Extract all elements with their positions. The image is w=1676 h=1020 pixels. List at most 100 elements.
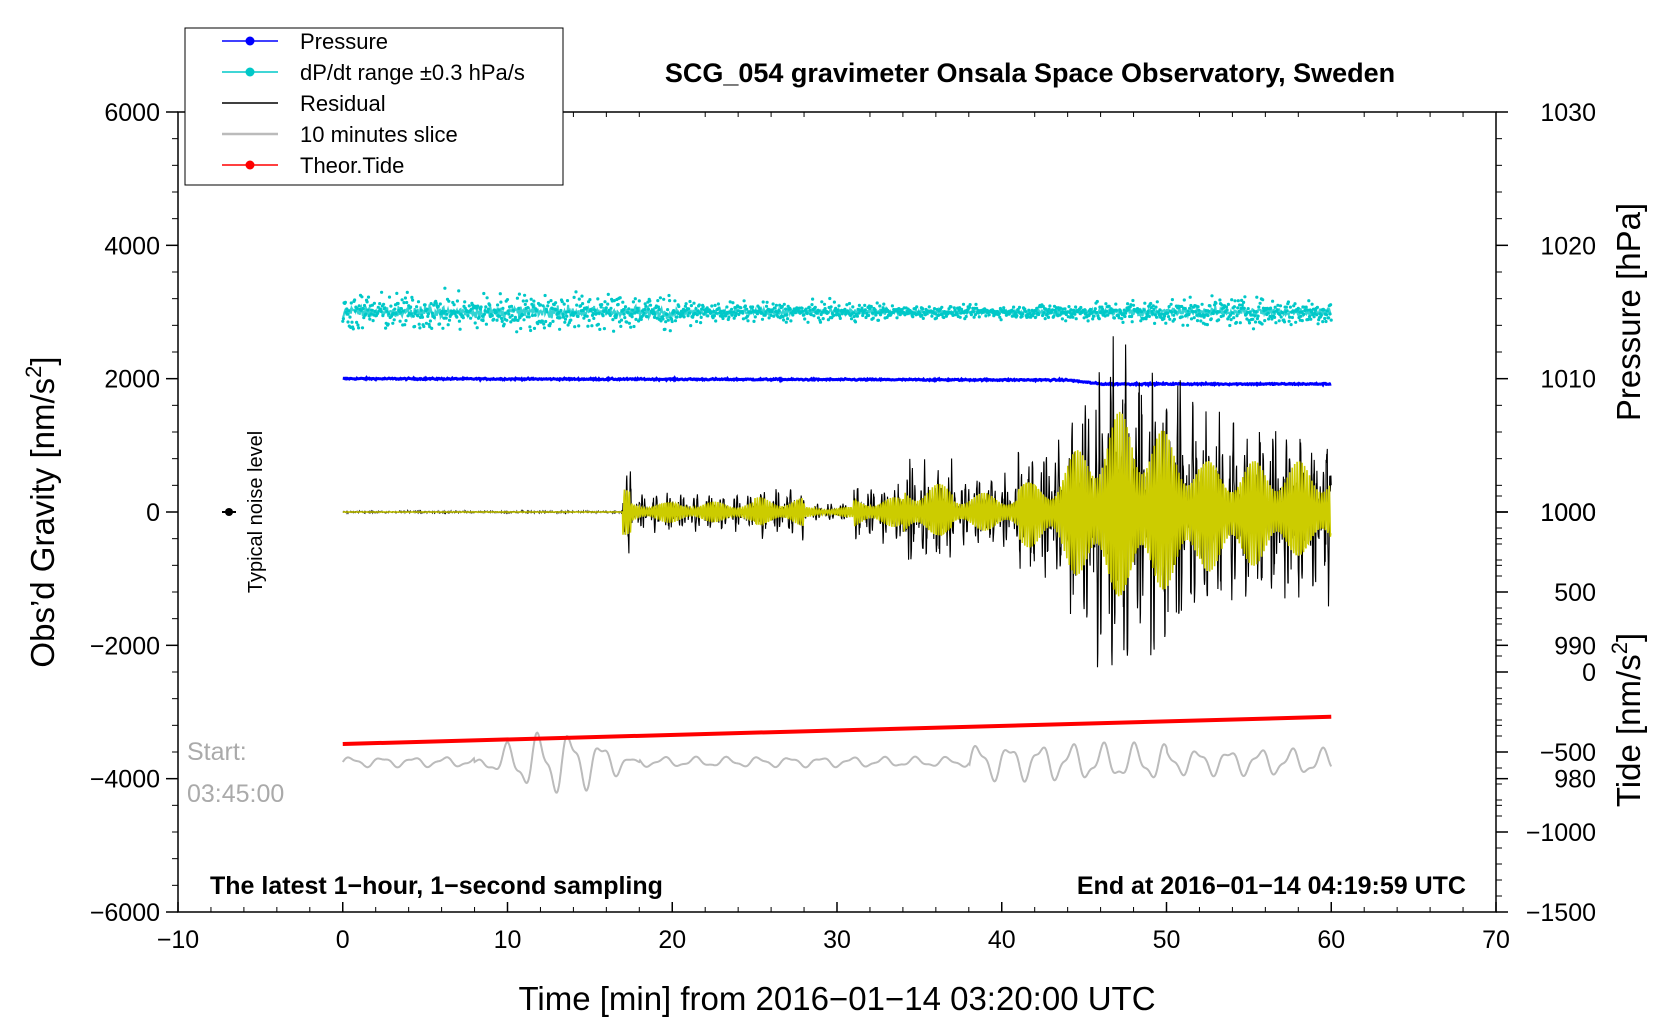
dpdt-point <box>895 316 899 320</box>
dpdt-point <box>1195 319 1200 323</box>
dpdt-point <box>967 305 972 309</box>
dpdt-point <box>541 304 545 308</box>
start-time: 03:45:00 <box>187 780 284 808</box>
dpdt-point <box>710 304 714 308</box>
dpdt-point <box>1014 311 1018 315</box>
dpdt-point <box>501 306 505 310</box>
dpdt-point <box>1214 301 1218 305</box>
dpdt-point <box>730 313 734 317</box>
dpdt-point <box>1250 313 1254 317</box>
dpdt-point <box>1329 318 1333 322</box>
dpdt-point <box>1188 295 1192 299</box>
chart-title: SCG_054 gravimeter Onsala Space Observat… <box>665 58 1395 88</box>
dpdt-point <box>481 318 485 323</box>
dpdt-point <box>806 320 810 324</box>
dpdt-point <box>341 319 345 323</box>
dpdt-point <box>1131 303 1136 307</box>
dpdt-point <box>662 297 666 301</box>
dpdt-point <box>1309 310 1314 314</box>
dpdt-point <box>494 310 498 314</box>
series-filtered-residual <box>342 411 1332 597</box>
series-theoretical-tide <box>342 714 1332 746</box>
dpdt-point <box>652 315 657 319</box>
dpdt-point <box>365 300 369 304</box>
dpdt-point <box>486 310 490 314</box>
dpdt-point <box>767 316 771 320</box>
dpdt-point <box>694 307 698 311</box>
dpdt-point <box>573 311 578 315</box>
dpdt-point <box>1246 310 1250 314</box>
dpdt-point <box>403 296 407 300</box>
dpdt-point <box>1058 306 1062 310</box>
dpdt-point <box>612 329 616 333</box>
dpdt-point <box>355 320 359 324</box>
dpdt-point <box>644 304 648 308</box>
dpdt-point <box>1063 307 1067 311</box>
dpdt-point <box>1196 305 1200 309</box>
dpdt-point <box>429 302 433 306</box>
dpdt-point <box>739 306 743 310</box>
dpdt-point <box>591 312 595 316</box>
dpdt-point <box>645 315 649 319</box>
dpdt-point <box>1174 310 1178 315</box>
dpdt-point <box>1328 312 1332 316</box>
dpdt-point <box>1035 306 1039 310</box>
dpdt-point <box>1277 319 1281 323</box>
dpdt-point <box>1152 307 1156 311</box>
tide-line <box>342 714 1332 746</box>
dpdt-point <box>586 324 590 328</box>
dpdt-point <box>1158 308 1162 312</box>
dpdt-point <box>347 309 351 313</box>
dpdt-point <box>455 299 459 303</box>
dpdt-point <box>745 314 750 318</box>
dpdt-point <box>346 320 350 324</box>
dpdt-point <box>1255 317 1259 321</box>
dpdt-point <box>353 298 357 302</box>
dpdt-point <box>573 325 577 329</box>
dpdt-point <box>1220 303 1224 307</box>
dpdt-point <box>763 313 767 317</box>
dpdt-point <box>998 315 1002 319</box>
y-tide-tick-label: 500 <box>1554 579 1596 607</box>
dpdt-point <box>695 313 699 317</box>
dpdt-point <box>984 314 988 318</box>
dpdt-point <box>606 302 610 306</box>
dpdt-point <box>592 316 596 320</box>
dpdt-point <box>509 320 513 324</box>
dpdt-point <box>430 326 434 330</box>
dpdt-point <box>1312 315 1316 319</box>
dpdt-point <box>855 314 860 318</box>
dpdt-point <box>1192 316 1196 320</box>
dpdt-point <box>1068 310 1072 314</box>
x-tick-label: 60 <box>1317 926 1345 954</box>
dpdt-point <box>395 291 399 295</box>
dpdt-point <box>713 303 717 307</box>
dpdt-point <box>383 306 387 310</box>
dpdt-point <box>1236 306 1240 310</box>
y-left-tick-label: −4000 <box>90 766 160 794</box>
dpdt-point <box>392 318 396 322</box>
dpdt-point <box>516 318 520 322</box>
dpdt-point <box>446 323 450 327</box>
dpdt-point <box>1233 299 1237 303</box>
y-left-tick-label: 2000 <box>104 366 160 394</box>
dpdt-point <box>411 314 415 318</box>
dpdt-point <box>1044 307 1048 311</box>
dpdt-point <box>1193 310 1198 314</box>
dpdt-point <box>499 300 503 304</box>
dpdt-point <box>934 316 939 320</box>
dpdt-point <box>1146 309 1150 313</box>
y-axis-label-tide: Tide [nm/s2] <box>1607 633 1647 807</box>
dpdt-point <box>1046 315 1051 319</box>
dpdt-point <box>484 305 488 309</box>
dpdt-point <box>343 300 347 304</box>
dpdt-point <box>745 307 749 311</box>
x-axis-ticks: −10 0 10 20 30 40 50 60 70 <box>157 112 1510 954</box>
dpdt-point <box>1205 323 1209 327</box>
series-dpdt-range <box>341 286 1333 334</box>
dpdt-point <box>1270 317 1274 321</box>
dpdt-point <box>1237 309 1241 314</box>
dpdt-point <box>546 300 551 304</box>
dpdt-point <box>576 314 580 319</box>
dpdt-point <box>851 311 856 315</box>
